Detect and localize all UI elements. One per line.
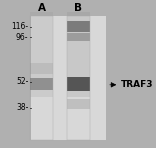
FancyBboxPatch shape <box>31 16 106 140</box>
Text: 96-: 96- <box>16 33 28 42</box>
FancyBboxPatch shape <box>30 63 53 74</box>
Text: 38-: 38- <box>16 103 28 112</box>
FancyBboxPatch shape <box>67 12 90 97</box>
Text: 116-: 116- <box>11 22 28 31</box>
Text: TRAF3: TRAF3 <box>121 80 153 89</box>
Text: B: B <box>74 3 82 13</box>
FancyBboxPatch shape <box>67 77 90 91</box>
FancyBboxPatch shape <box>67 33 90 41</box>
FancyBboxPatch shape <box>30 78 53 90</box>
FancyBboxPatch shape <box>30 12 53 97</box>
Text: 52-: 52- <box>16 77 28 86</box>
FancyBboxPatch shape <box>67 21 90 32</box>
Text: A: A <box>38 3 46 13</box>
FancyBboxPatch shape <box>67 99 90 109</box>
